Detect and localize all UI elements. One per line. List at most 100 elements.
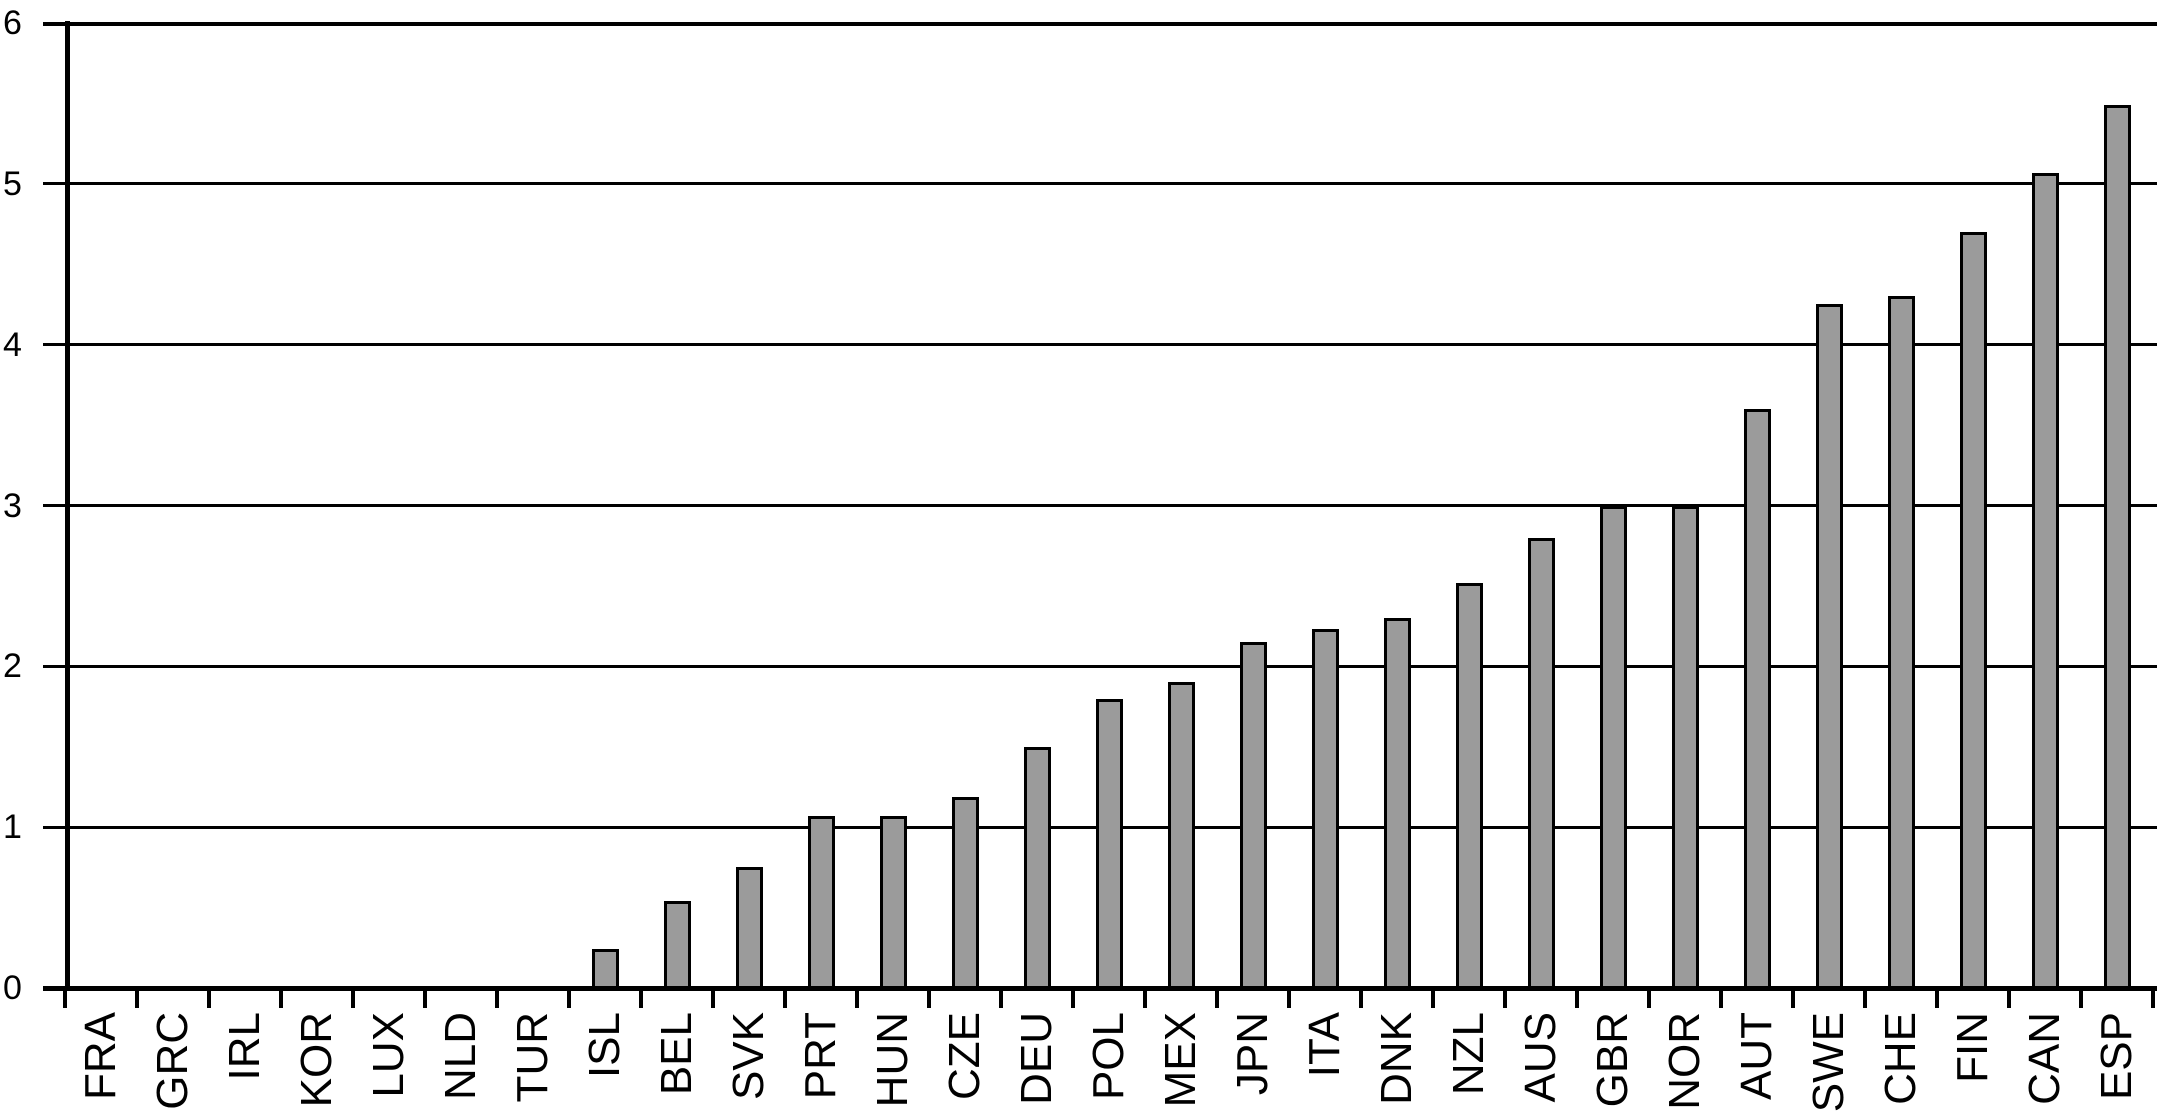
x-axis-tick	[1647, 988, 1651, 1008]
gridline-y-5	[43, 182, 2157, 186]
y-axis-tick-label-3: 3	[3, 486, 22, 525]
bar-bel	[663, 901, 691, 990]
bar-hun	[879, 815, 907, 990]
gridline-y-3	[43, 504, 2157, 507]
x-axis-label-text: AUT	[1732, 1012, 1781, 1100]
x-axis-label-text: BEL	[652, 1012, 701, 1096]
x-axis-tick	[1935, 988, 1939, 1008]
x-axis-tick	[783, 988, 787, 1008]
x-axis-tick	[1071, 988, 1075, 1008]
x-axis-tick	[1575, 988, 1579, 1008]
bar-svk	[735, 867, 763, 990]
x-axis-tick	[2151, 988, 2155, 1008]
x-axis-label-text: AUS	[1516, 1012, 1565, 1103]
x-axis-label-text: SVK	[724, 1012, 773, 1101]
x-axis-label-text: SWE	[1804, 1012, 1853, 1112]
x-axis-label-text: IRL	[220, 1012, 269, 1081]
y-axis-tick-label-1: 1	[3, 808, 22, 847]
gridline-y-2	[43, 664, 2157, 668]
bar-mex	[1167, 682, 1195, 990]
y-axis-tick-label-2: 2	[3, 647, 22, 686]
x-axis-tick	[1143, 988, 1147, 1008]
x-axis-tick	[927, 988, 931, 1008]
x-axis-label-text: MEX	[1156, 1012, 1205, 1108]
x-axis-label-text: PRT	[796, 1012, 845, 1100]
x-axis-tick	[2007, 988, 2011, 1008]
bar-isl	[591, 949, 619, 990]
bar-ita	[1311, 629, 1339, 990]
x-axis-tick	[1503, 988, 1507, 1008]
bar-nor	[1671, 505, 1699, 990]
x-axis-tick	[711, 988, 715, 1008]
y-axis-tick-label-6: 6	[3, 4, 22, 43]
x-axis-label-text: FRA	[76, 1012, 125, 1100]
bar-deu	[1023, 746, 1051, 990]
x-axis-label-text: GRC	[148, 1012, 197, 1110]
x-axis-label-text: CAN	[2020, 1012, 2069, 1105]
x-axis-tick	[423, 988, 427, 1008]
x-axis-label-text: ITA	[1300, 1012, 1349, 1078]
x-axis-label-text: POL	[1084, 1012, 1133, 1101]
x-axis-tick	[135, 988, 139, 1008]
gridline-y-6	[43, 21, 2157, 26]
bar-prt	[807, 815, 835, 990]
x-axis-tick	[999, 988, 1003, 1008]
x-axis-tick	[1863, 988, 1867, 1008]
x-axis-label-irl: IRL	[220, 1012, 291, 1080]
y-axis-tick-label-0: 0	[3, 969, 22, 1007]
bar-nzl	[1455, 582, 1483, 990]
x-axis-tick	[279, 988, 283, 1008]
x-axis-label-text: KOR	[292, 1012, 341, 1108]
x-axis-label-text: NLD	[436, 1012, 485, 1101]
bar-gbr	[1599, 505, 1627, 990]
x-axis-tick	[2079, 988, 2083, 1008]
gridline-y-4	[43, 343, 2157, 347]
x-axis-label-text: JPN	[1228, 1012, 1277, 1096]
x-axis-label-fin: FIN	[1948, 1012, 2022, 1083]
x-axis-label-isl: ISL	[580, 1012, 649, 1078]
x-axis-tick	[351, 988, 355, 1008]
x-axis-label-text: NZL	[1444, 1012, 1493, 1096]
x-axis-label-text: HUN	[868, 1012, 917, 1108]
x-axis-tick	[1791, 988, 1795, 1008]
x-axis-tick	[1359, 988, 1363, 1008]
x-axis-tick	[207, 988, 211, 1008]
bar-swe	[1815, 304, 1843, 990]
x-axis-label-text: ISL	[580, 1012, 629, 1079]
x-axis-tick	[567, 988, 571, 1008]
bar-cze	[951, 796, 979, 990]
x-axis-label-text: CHE	[1876, 1012, 1925, 1105]
y-axis-tick-label-4: 4	[3, 325, 22, 364]
y-axis-tick-label-5: 5	[3, 164, 22, 203]
x-axis-tick	[639, 988, 643, 1008]
x-axis-label-text: DNK	[1372, 1012, 1421, 1105]
bar-dnk	[1383, 618, 1411, 990]
x-axis-tick	[1431, 988, 1435, 1008]
x-axis-tick	[1719, 988, 1723, 1008]
bar-che	[1887, 296, 1915, 990]
bar-pol	[1095, 698, 1123, 990]
bar-jpn	[1239, 642, 1267, 990]
x-axis-baseline	[43, 985, 2157, 991]
bar-aut	[1743, 409, 1771, 990]
bar-aus	[1527, 537, 1555, 990]
x-axis-label-ita: ITA	[1300, 1012, 1368, 1077]
x-axis-tick	[1287, 988, 1291, 1008]
x-axis-tick	[63, 988, 67, 1008]
x-axis-label-text: CZE	[940, 1012, 989, 1100]
x-axis-label-esp: ESP	[2092, 1012, 2157, 1100]
x-axis-label-text: TUR	[508, 1012, 557, 1103]
x-axis-label-text: NOR	[1660, 1012, 1709, 1110]
x-axis-label-text: FIN	[1948, 1012, 1997, 1083]
bar-esp	[2103, 105, 2131, 990]
x-axis-tick	[1215, 988, 1219, 1008]
bar-can	[2031, 172, 2059, 990]
x-axis-tick	[855, 988, 859, 1008]
x-axis-label-text: LUX	[364, 1012, 413, 1098]
x-axis-label-text: GBR	[1588, 1012, 1637, 1108]
x-axis-label-text: ESP	[2092, 1012, 2141, 1101]
bar-fin	[1959, 232, 1987, 990]
x-axis-tick	[495, 988, 499, 1008]
x-axis-label-text: DEU	[1012, 1012, 1061, 1105]
